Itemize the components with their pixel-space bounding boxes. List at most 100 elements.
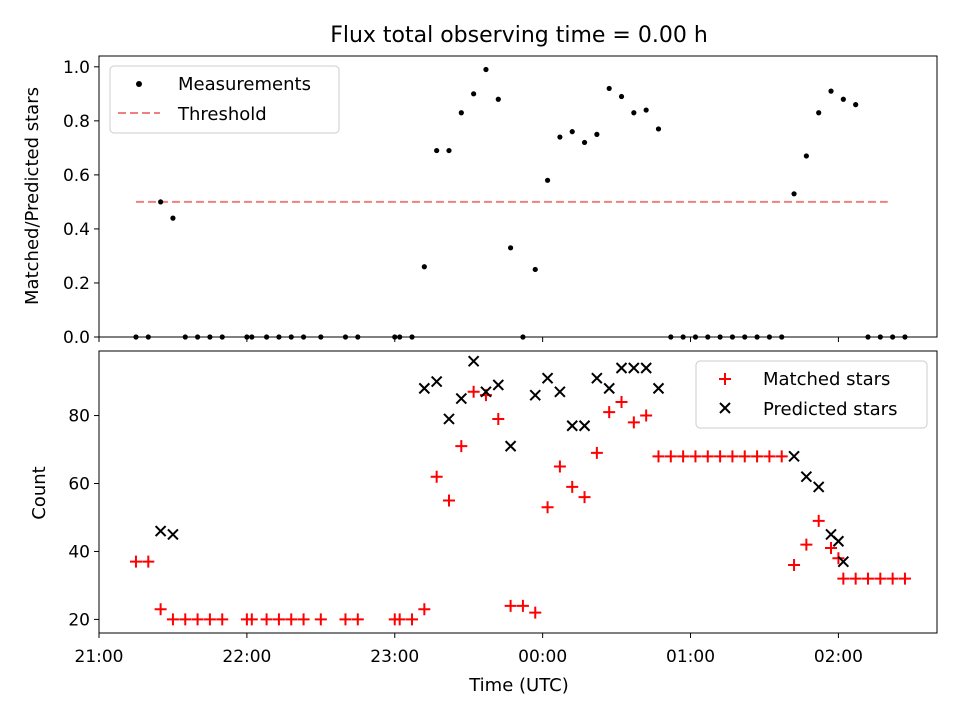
predicted-stars-point	[529, 389, 541, 401]
bottom-axes-frame	[98, 350, 938, 634]
matched-stars-point	[272, 613, 285, 626]
predicted-stars-point	[578, 420, 591, 432]
measurements-point	[618, 93, 625, 100]
measurements-point	[631, 110, 637, 116]
matched-stars-point	[430, 470, 443, 483]
legend-entry-measurements: Measurements	[178, 74, 311, 95]
measurements-point	[194, 334, 201, 340]
measurements-point	[890, 334, 896, 340]
top-y-tick-label: 1.0	[63, 58, 90, 78]
matched-stars-point	[314, 613, 327, 626]
bottom-y-axis-label: Count	[29, 466, 50, 519]
predicted-stars-point	[837, 555, 850, 568]
measurements-point	[680, 334, 686, 340]
measurements-point	[606, 85, 612, 92]
matched-stars-point	[849, 572, 862, 585]
measurements-point	[483, 66, 489, 73]
matched-stars-point	[393, 613, 406, 626]
measurements-point	[520, 334, 526, 340]
measurements-point	[471, 91, 477, 97]
matched-stars-point	[191, 613, 204, 626]
measurements-point	[244, 334, 250, 340]
matched-stars-point	[590, 446, 603, 459]
matched-stars-point	[812, 514, 825, 527]
legend-entry-matched-stars: Matched stars	[763, 369, 890, 390]
measurements-point	[249, 334, 255, 340]
measurements-point	[705, 334, 711, 340]
matched-stars-point	[467, 385, 480, 398]
matched-stars-point	[738, 450, 751, 463]
measurements-point	[828, 88, 834, 94]
matched-stars-point	[297, 613, 310, 626]
predicted-stars-point	[800, 471, 813, 483]
matched-stars-point	[245, 613, 258, 626]
top-y-tick-label: 0.6	[63, 166, 90, 186]
measurements-point	[692, 334, 699, 340]
matched-stars-point	[166, 613, 179, 626]
matched-stars-point	[203, 613, 216, 626]
measurements-point	[569, 129, 575, 135]
bottom-y-tick-label: 40	[68, 542, 90, 562]
top-y-tick-label: 0.4	[63, 220, 90, 240]
predicted-stars-point	[492, 379, 504, 391]
matched-stars-point	[285, 613, 298, 626]
predicted-stars-point	[554, 386, 566, 398]
predicted-stars-point	[566, 420, 578, 432]
bottom-x-tick-label: 21:00	[75, 647, 124, 667]
measurements-point	[170, 215, 176, 221]
measurements-point	[508, 245, 514, 251]
matched-stars-point	[886, 572, 899, 585]
predicted-stars-point	[167, 528, 179, 541]
matched-stars-point	[418, 603, 431, 616]
matched-stars-point	[142, 555, 155, 568]
bottom-y-tick-label: 20	[68, 610, 90, 630]
predicted-stars-point	[480, 386, 492, 398]
matched-stars-point	[566, 480, 579, 493]
measurements-point	[853, 102, 859, 108]
top-y-tick-label: 0.2	[63, 274, 90, 294]
matched-stars-point	[701, 450, 714, 463]
matched-stars-point	[492, 412, 505, 425]
bottom-y-tick-label: 60	[68, 475, 90, 495]
top-legend: Measurements Threshold	[109, 65, 340, 134]
predicted-stars-point	[832, 535, 845, 547]
measurements-point	[754, 334, 760, 340]
measurements-point	[392, 334, 398, 340]
bottom-legend-frame	[695, 360, 928, 429]
predicted-stars-point	[652, 382, 665, 395]
matched-stars-point	[800, 538, 813, 551]
top-chart-title: Flux total observing time = 0.00 h	[330, 23, 708, 48]
matched-stars-point	[406, 613, 419, 626]
matched-stars-point	[861, 572, 874, 585]
predicted-stars-point	[788, 450, 800, 463]
matched-stars-point	[351, 613, 364, 626]
bottom-x-tick-label: 02:00	[814, 647, 863, 667]
measurements-point	[182, 334, 188, 340]
measurements-point	[446, 147, 452, 154]
measurements-point	[594, 131, 600, 137]
measurements-point	[133, 334, 139, 340]
matched-stars-point	[714, 450, 727, 463]
matched-stars-legend-marker	[719, 373, 731, 385]
measurements-point	[264, 334, 270, 340]
matched-stars-point	[689, 450, 702, 463]
matched-stars-point	[504, 599, 517, 612]
measurements-point	[495, 96, 501, 102]
matched-stars-point	[788, 559, 801, 572]
top-plot-area: 0.0 0.2 0.4 0.6 0.8 1.0	[63, 55, 938, 348]
matched-stars-point	[726, 450, 739, 463]
measurements-point	[557, 134, 563, 140]
matched-stars-point	[837, 572, 850, 585]
matched-stars-point	[578, 491, 591, 504]
predicted-stars-point	[443, 413, 455, 425]
matched-stars-point	[677, 450, 690, 463]
legend-entry-threshold: Threshold	[177, 104, 267, 125]
measurements-point	[717, 334, 723, 340]
matched-stars-point	[339, 613, 352, 626]
predicted-stars-point	[455, 392, 468, 405]
matched-stars-point	[553, 460, 566, 473]
measurements-point	[458, 110, 464, 116]
predicted-stars-point	[430, 375, 443, 388]
measurements-legend-marker	[136, 81, 142, 87]
measurements-point	[532, 266, 538, 273]
